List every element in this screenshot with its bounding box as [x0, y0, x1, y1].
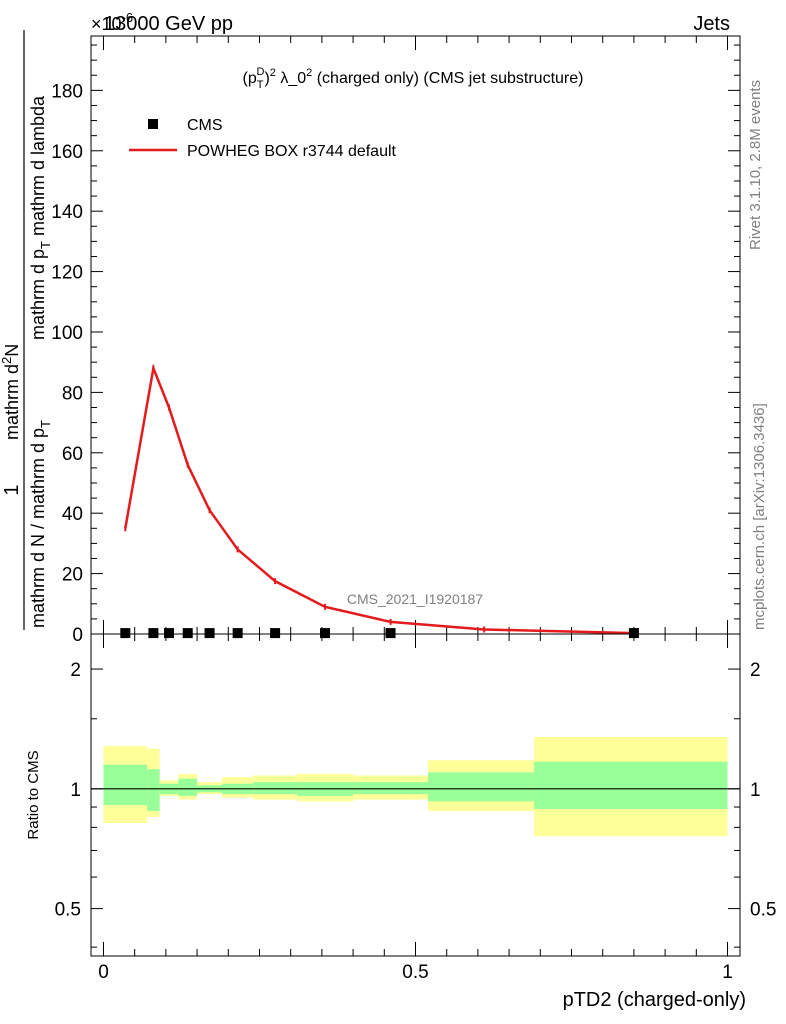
ratio-y-tick-label-right: 0.5 [750, 900, 776, 921]
ratio-x-ticks: 0 0.5 1 [98, 634, 733, 983]
cms-data-point [164, 628, 175, 639]
cms-data-point [232, 628, 243, 639]
ratio-y-tick-label-right: 2 [750, 660, 761, 681]
x-tick-label: 0 [98, 962, 109, 983]
main-y-ticks: 0 20 40 60 80 100 120 140 160 180 [51, 44, 740, 646]
cms-data-point [148, 628, 159, 639]
ratio-green-band [103, 764, 148, 806]
main-y-tick-label: 40 [62, 504, 83, 525]
main-y-tick-label: 140 [51, 202, 83, 223]
ratio-y-tick-label: 2 [70, 660, 81, 681]
cms-data-point [320, 628, 331, 639]
analysis-watermark: CMS_2021_I1920187 [347, 591, 483, 607]
y-label-numerator: mathrm d2N [0, 344, 22, 440]
y-label-numerator-2: mathrm d pT mathrm d lambda [28, 95, 53, 340]
main-title: (pTD)2 λ_02 (charged only) (CMS jet subs… [243, 66, 584, 91]
ratio-green-band [427, 772, 535, 802]
cms-data-point [204, 628, 215, 639]
main-y-tick-label: 60 [62, 444, 83, 465]
x-tick-label: 0.5 [402, 962, 428, 983]
main-y-tick-label: 20 [62, 565, 83, 586]
cms-data-point [270, 628, 281, 639]
main-y-tick-label: 0 [72, 625, 83, 646]
main-y-tick-label: 180 [51, 81, 83, 102]
main-y-label: 1 mathrm d N / mathrm d pT mathrm d2N ma… [0, 30, 53, 630]
ratio-y-tick-label: 0.5 [55, 900, 81, 921]
x-axis-label: pTD2 (charged-only) [563, 989, 746, 1011]
ratio-bands-layer [91, 736, 740, 837]
header-energy: 13000 GeV pp [104, 13, 233, 35]
ratio-green-band [178, 778, 198, 796]
main-y-tick-label: 160 [51, 142, 83, 163]
axis-exponent: ×10-6 [91, 10, 133, 34]
main-y-tick-label: 100 [51, 323, 83, 344]
ratio-green-band [253, 782, 297, 795]
main-title-sub: T [257, 79, 264, 91]
main-y-tick-label: 80 [62, 383, 83, 404]
header-process: Jets [693, 13, 730, 35]
cms-data-point [385, 628, 396, 639]
mcplots-credit-text: mcplots.cern.ch [arXiv:1306.3436] [751, 403, 768, 630]
x-tick-label: 1 [722, 962, 733, 983]
legend-cms-label: CMS [187, 117, 223, 134]
legend-cms-marker [148, 119, 158, 129]
cms-data-point [120, 628, 131, 639]
main-series-layer [120, 363, 639, 639]
legend-powheg-label: POWHEG BOX r3744 default [187, 143, 397, 160]
ratio-green-band [534, 761, 728, 809]
main-title-sup: D [256, 66, 264, 78]
cms-data-point [182, 628, 193, 639]
ratio-y-label: Ratio to CMS [25, 750, 42, 839]
y-label-denominator: mathrm d N / mathrm d pT [28, 420, 53, 628]
ratio-y-tick-label: 1 [70, 780, 81, 801]
rivet-version-text: Rivet 3.1.10, 2.8M events [747, 80, 764, 250]
ratio-y-ticks: 0.5 0.5 1 1 2 2 [55, 660, 776, 948]
cms-data-point [628, 628, 639, 639]
axis-exponent-base: ×10 [91, 14, 122, 34]
ratio-green-band [353, 782, 428, 795]
main-y-tick-label: 120 [51, 263, 83, 284]
axis-exponent-power: -6 [122, 10, 134, 25]
y-label-one: 1 [1, 484, 23, 495]
ratio-y-tick-label-right: 1 [750, 780, 761, 801]
legend: CMS POWHEG BOX r3744 default [129, 117, 397, 160]
ratio-green-band [147, 769, 160, 811]
